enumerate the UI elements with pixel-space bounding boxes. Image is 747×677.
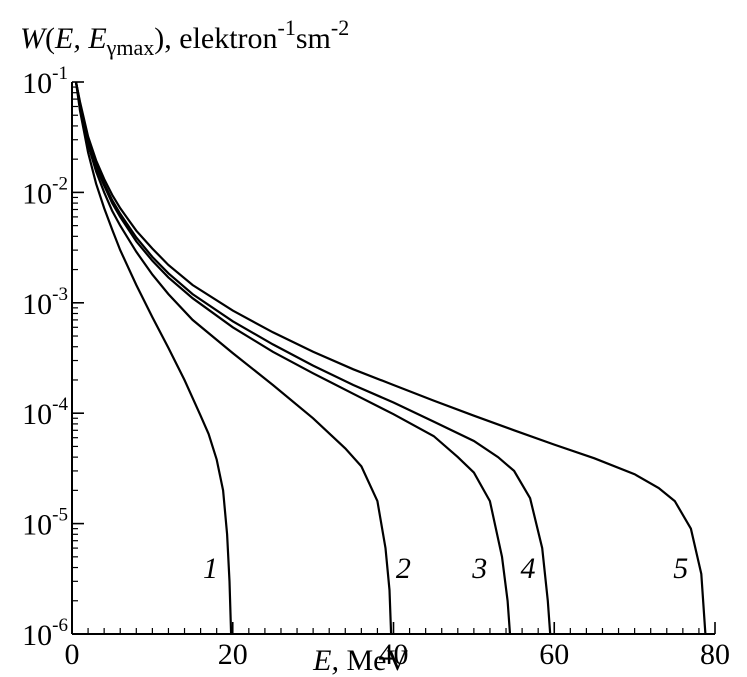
x-tick-label: 80 <box>700 638 730 671</box>
curve-layer <box>74 81 707 635</box>
x-tick-label: 20 <box>218 638 248 671</box>
curve-4 <box>74 81 552 635</box>
labels-layer: 1 2 3 4 5 0 20 40 60 80 10-6 10-5 10-4 10-3 10-2 10-1W(… <box>20 15 730 677</box>
x-tick-label: 0 <box>65 638 80 671</box>
curve-2 <box>74 81 393 635</box>
x-axis-title: E, MeV <box>312 644 408 677</box>
y-tick-label: 10-6 <box>22 615 68 652</box>
curve-label-5: 5 <box>673 552 688 585</box>
curve-3 <box>74 81 512 635</box>
curve-5 <box>74 81 707 635</box>
axes-layer <box>71 81 716 635</box>
y-axis-title: W(E, Eγmax), elektron-1sm-2 <box>20 15 349 60</box>
x-tick-label: 60 <box>539 638 569 671</box>
curve-label-2: 2 <box>396 552 411 585</box>
y-tick-label: 10-3 <box>22 284 68 321</box>
y-tick-label: 10-2 <box>22 173 68 210</box>
curve-1 <box>74 81 233 635</box>
y-tick-label: 10-4 <box>22 394 68 431</box>
x-tick-label: 40 <box>379 638 409 671</box>
curve-label-4: 4 <box>521 552 536 585</box>
curve-label-1: 1 <box>203 552 218 585</box>
curve-label-3: 3 <box>471 552 487 585</box>
y-tick-label: 10-1 <box>22 63 68 100</box>
y-tick-label: 10-5 <box>22 505 68 542</box>
